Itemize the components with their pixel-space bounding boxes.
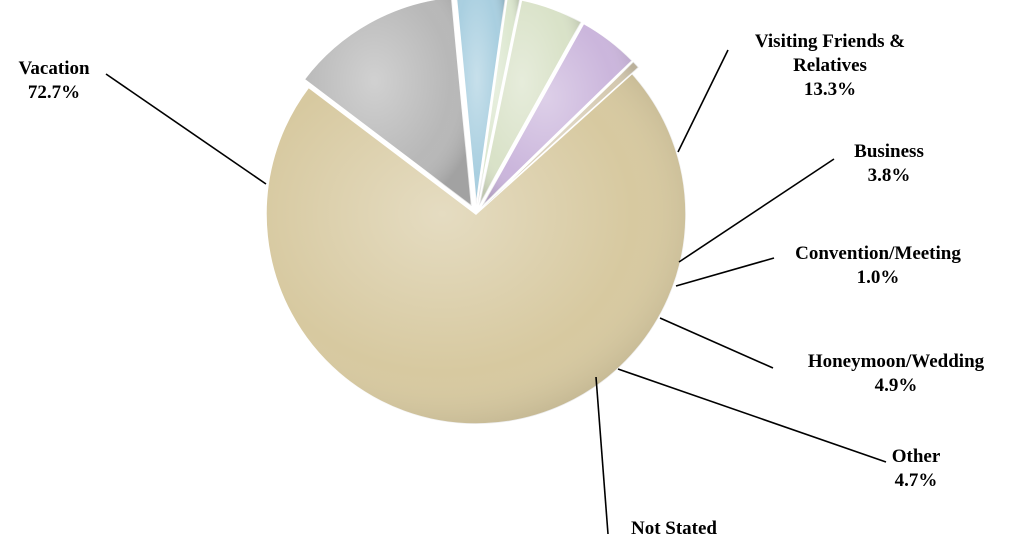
leader-line-visiting-friends-relatives [677, 49, 729, 153]
slice-shading-vacation [266, 73, 686, 424]
slice-label-visiting-friends-relatives: Visiting Friends & [755, 31, 905, 52]
slice-shading-convention-meeting [477, 0, 520, 206]
slice-value-vacation: 72.7% [28, 82, 80, 103]
leader-line-business [678, 158, 835, 263]
slice-value-other: 4.7% [895, 470, 938, 491]
slice-label-vacation: Vacation [18, 58, 90, 79]
slice-label-other: Other [892, 446, 941, 467]
pie-slices [265, 0, 687, 425]
slice-label-convention-meeting: Convention/Meeting [795, 243, 961, 264]
slice-value-visiting-friends-relatives: 13.3% [804, 79, 856, 100]
slice-label-honeymoon-wedding: Honeymoon/Wedding [808, 351, 985, 372]
slice-label-visiting-friends-relatives: Relatives [793, 55, 867, 76]
leader-line-convention-meeting [675, 257, 775, 287]
leader-line-not-stated [595, 376, 609, 535]
slice-label-business: Business [854, 141, 924, 162]
slice-value-convention-meeting: 1.0% [857, 267, 900, 288]
slice-shading-honeymoon-wedding [479, 0, 582, 206]
leader-line-other [617, 368, 887, 463]
slice-value-business: 3.8% [868, 165, 911, 186]
slice-shading-visiting-friends-relatives [304, 0, 472, 207]
slice-value-honeymoon-wedding: 4.9% [875, 375, 918, 396]
leader-line-honeymoon-wedding [659, 317, 774, 369]
leader-lines [105, 49, 887, 535]
leader-line-vacation [105, 73, 267, 185]
slice-labels: Vacation 72.7% Visiting Friends & Relatives… [18, 31, 984, 537]
slice-shading-not-stated [482, 61, 639, 208]
slice-shading-business [456, 0, 506, 206]
slice-label-not-stated: Not Stated [631, 518, 717, 537]
slice-shading-other [481, 23, 633, 207]
